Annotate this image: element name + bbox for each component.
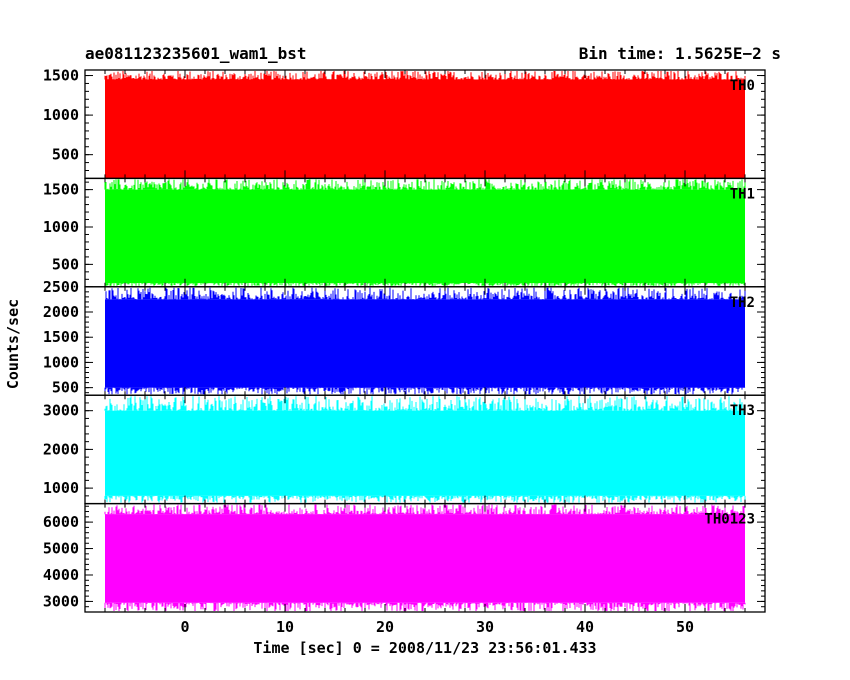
chart-title-right: Bin time: 1.5625E−2 s xyxy=(579,44,781,63)
chart-title-left: ae081123235601_wam1_bst xyxy=(85,44,307,63)
x-axis-label: Time [sec] 0 = 2008/11/23 23:56:01.433 xyxy=(253,639,596,657)
y-tick-label: 3000 xyxy=(43,592,79,610)
y-tick-label: 5000 xyxy=(43,540,79,558)
panel-label-th0: TH0 xyxy=(730,78,755,94)
panel-frame-th0123 xyxy=(84,502,766,613)
x-tick-label: 30 xyxy=(476,618,494,636)
x-tick-label: 50 xyxy=(676,618,694,636)
series-band-th0123 xyxy=(105,514,745,603)
y-tick-label: 1000 xyxy=(43,479,79,497)
y-tick-label: 1000 xyxy=(43,218,79,236)
y-tick-label: 500 xyxy=(52,255,79,273)
y-tick-label: 3000 xyxy=(43,402,79,420)
y-tick-label: 500 xyxy=(52,146,79,164)
series-upper-spikes-th1 xyxy=(104,179,746,190)
y-tick-label: 1500 xyxy=(43,67,79,85)
series-upper-spikes-th2 xyxy=(105,287,746,300)
series-upper-spikes-th0 xyxy=(104,71,746,80)
series-lower-spikes-th3 xyxy=(104,495,746,503)
series-lower-spikes-th0123 xyxy=(104,602,746,611)
y-tick-label: 2500 xyxy=(43,278,79,296)
series-upper-spikes-th3 xyxy=(104,396,746,411)
panel-label-th2: TH2 xyxy=(730,295,755,311)
x-tick-label: 10 xyxy=(276,618,294,636)
y-tick-label: 6000 xyxy=(43,513,79,531)
series-band-th3 xyxy=(105,410,745,496)
series-lower-spikes-th1 xyxy=(105,283,746,286)
y-axis-label: Counts/sec xyxy=(4,299,22,389)
series-upper-spikes-th0123 xyxy=(104,504,746,515)
series-lower-spikes-th2 xyxy=(104,387,746,395)
panel-label-th0123: TH0123 xyxy=(704,512,755,528)
panel-label-th3: TH3 xyxy=(730,403,755,419)
panel-label-th1: TH1 xyxy=(730,186,755,202)
y-tick-label: 2000 xyxy=(43,440,79,458)
y-tick-label: 1000 xyxy=(43,106,79,124)
x-tick-label: 0 xyxy=(180,618,189,636)
series-band-th1 xyxy=(105,189,745,284)
y-tick-label: 1500 xyxy=(43,328,79,346)
x-tick-label: 20 xyxy=(376,618,394,636)
y-tick-label: 500 xyxy=(52,379,79,397)
y-tick-label: 1000 xyxy=(43,353,79,371)
series-band-th0 xyxy=(105,79,745,179)
y-tick-label: 4000 xyxy=(43,566,79,584)
series-band-th2 xyxy=(105,299,745,388)
y-tick-label: 2000 xyxy=(43,303,79,321)
y-tick-label: 1500 xyxy=(43,181,79,199)
x-tick-label: 40 xyxy=(576,618,594,636)
